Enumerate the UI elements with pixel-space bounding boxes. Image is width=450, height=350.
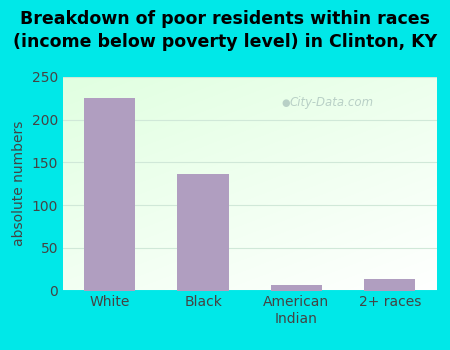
Y-axis label: absolute numbers: absolute numbers xyxy=(12,121,26,246)
Text: Breakdown of poor residents within races
(income below poverty level) in Clinton: Breakdown of poor residents within races… xyxy=(13,10,437,51)
Text: ●: ● xyxy=(281,98,289,107)
Bar xyxy=(271,285,322,290)
Bar xyxy=(84,98,135,290)
Bar xyxy=(177,174,229,290)
Text: City-Data.com: City-Data.com xyxy=(290,96,374,109)
Bar xyxy=(364,279,415,290)
